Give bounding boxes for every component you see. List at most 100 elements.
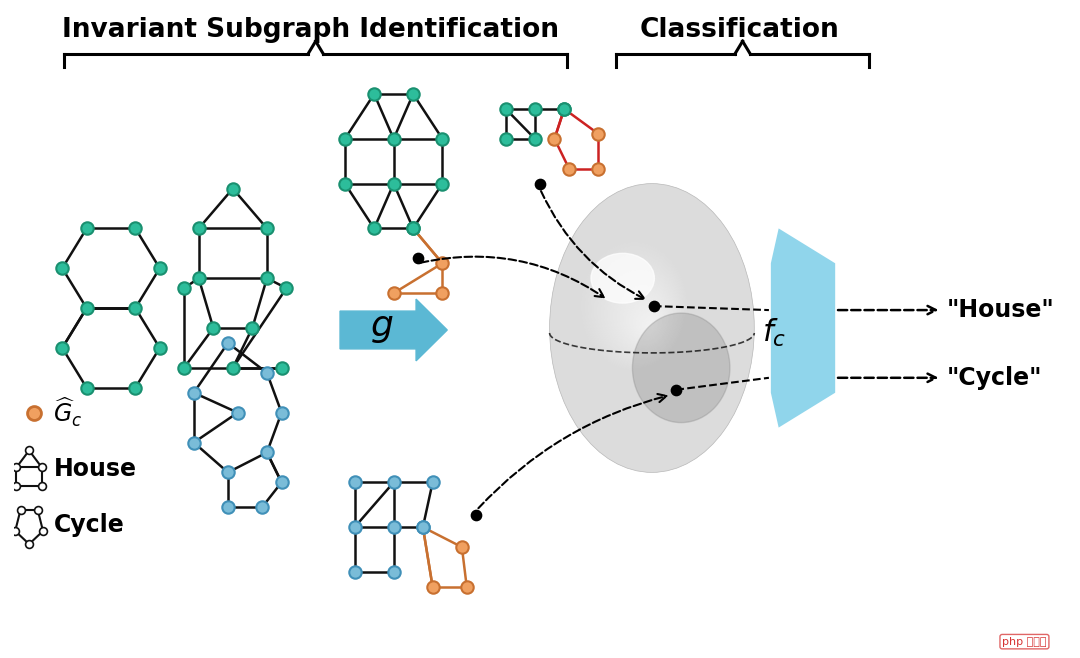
- Point: [258, 447, 275, 458]
- Text: $f_c$: $f_c$: [761, 317, 786, 349]
- Point: [278, 283, 295, 293]
- Point: [497, 104, 514, 114]
- Ellipse shape: [630, 301, 663, 342]
- Ellipse shape: [620, 289, 667, 347]
- Point: [273, 407, 291, 418]
- Point: [185, 388, 202, 398]
- Ellipse shape: [581, 243, 687, 370]
- Point: [424, 582, 442, 592]
- Point: [434, 178, 451, 189]
- Point: [29, 505, 46, 515]
- Ellipse shape: [594, 258, 680, 362]
- Ellipse shape: [633, 313, 730, 422]
- Point: [219, 467, 237, 478]
- Point: [468, 510, 485, 520]
- Point: [384, 522, 402, 532]
- Point: [384, 288, 402, 299]
- Point: [415, 522, 432, 532]
- Point: [225, 184, 242, 194]
- Point: [336, 178, 353, 189]
- Ellipse shape: [566, 223, 694, 379]
- Text: php 中文网: php 中文网: [1002, 637, 1047, 647]
- Point: [458, 582, 475, 592]
- Point: [336, 134, 353, 144]
- Point: [434, 134, 451, 144]
- Point: [590, 128, 607, 139]
- Ellipse shape: [610, 278, 673, 353]
- Point: [346, 522, 363, 532]
- Point: [205, 322, 222, 333]
- Ellipse shape: [559, 215, 698, 383]
- Point: [244, 322, 261, 333]
- Ellipse shape: [584, 247, 685, 368]
- Point: [8, 481, 25, 492]
- Point: [35, 526, 52, 536]
- Point: [273, 363, 291, 373]
- FancyArrowPatch shape: [478, 394, 666, 508]
- Point: [384, 477, 402, 488]
- FancyArrow shape: [340, 299, 447, 361]
- Point: [190, 223, 207, 234]
- Ellipse shape: [578, 239, 688, 372]
- Ellipse shape: [600, 266, 677, 358]
- Point: [365, 89, 382, 99]
- Point: [454, 542, 471, 552]
- Ellipse shape: [556, 211, 699, 385]
- Point: [190, 273, 207, 284]
- Ellipse shape: [633, 305, 661, 340]
- Point: [126, 382, 144, 393]
- Point: [405, 89, 422, 99]
- Point: [346, 567, 363, 577]
- Point: [555, 104, 572, 114]
- Point: [175, 363, 192, 373]
- Text: "Cycle": "Cycle": [946, 366, 1042, 390]
- Ellipse shape: [646, 320, 656, 332]
- Point: [151, 343, 168, 353]
- Point: [531, 178, 549, 189]
- Point: [258, 273, 275, 284]
- Point: [258, 223, 275, 234]
- Point: [545, 134, 563, 144]
- Point: [33, 481, 51, 492]
- Point: [384, 567, 402, 577]
- Point: [497, 134, 514, 144]
- Point: [219, 338, 237, 348]
- FancyArrowPatch shape: [421, 257, 604, 297]
- Ellipse shape: [626, 297, 664, 343]
- Point: [126, 303, 144, 313]
- Point: [6, 526, 24, 536]
- Point: [21, 539, 38, 549]
- Ellipse shape: [604, 270, 676, 357]
- Point: [54, 343, 71, 353]
- Ellipse shape: [639, 313, 658, 336]
- Point: [21, 445, 38, 456]
- Ellipse shape: [623, 293, 666, 345]
- Ellipse shape: [576, 235, 690, 373]
- Point: [229, 407, 246, 418]
- Point: [175, 283, 192, 293]
- Point: [78, 223, 95, 234]
- Text: $g$: $g$: [370, 311, 394, 345]
- Ellipse shape: [569, 227, 693, 377]
- Point: [12, 505, 29, 515]
- Point: [561, 163, 578, 174]
- Text: $\widehat{G}_c$: $\widehat{G}_c$: [54, 396, 83, 429]
- Point: [33, 462, 51, 472]
- Point: [126, 223, 144, 234]
- Polygon shape: [771, 228, 835, 428]
- Point: [8, 462, 25, 472]
- Point: [409, 253, 427, 264]
- Ellipse shape: [649, 324, 653, 330]
- Ellipse shape: [550, 184, 754, 472]
- Ellipse shape: [563, 219, 697, 381]
- Ellipse shape: [636, 309, 660, 338]
- Point: [424, 477, 442, 488]
- Text: "House": "House": [946, 298, 1054, 322]
- Point: [185, 438, 202, 448]
- Ellipse shape: [613, 282, 671, 351]
- Point: [667, 384, 685, 395]
- Text: Classification: Classification: [639, 17, 839, 43]
- Point: [526, 104, 543, 114]
- Point: [526, 134, 543, 144]
- Point: [645, 301, 662, 311]
